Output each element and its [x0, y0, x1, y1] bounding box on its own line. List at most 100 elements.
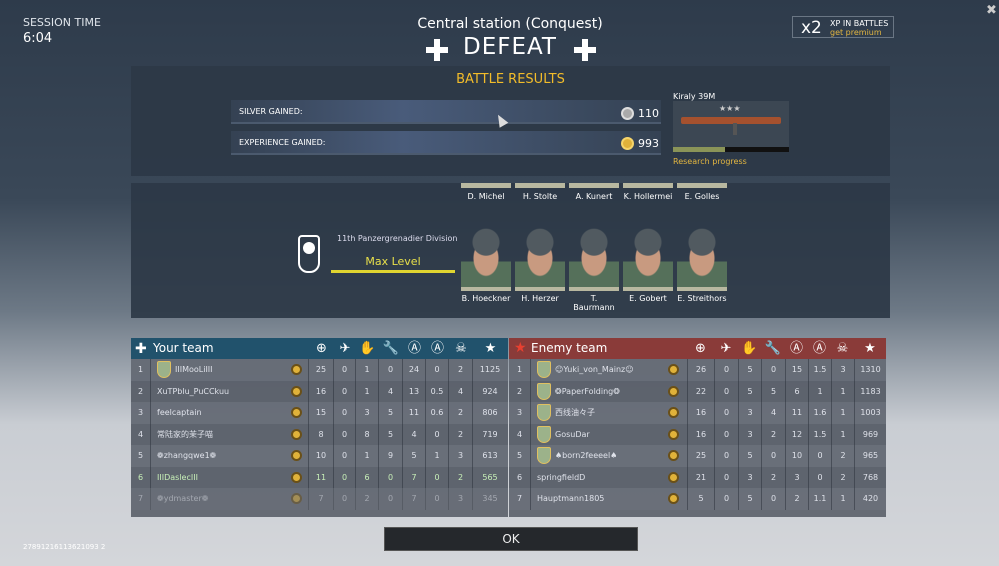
soldier-card[interactable]: A. Kunert: [569, 183, 619, 201]
soldier-card[interactable]: E. Streithors: [677, 223, 727, 303]
circle-a-icon: Ⓐ: [430, 341, 444, 356]
player-rank: 7: [137, 494, 144, 504]
soldier-card[interactable]: H. Herzer: [515, 223, 565, 303]
soldier-card[interactable]: E. Gobert: [623, 223, 673, 303]
experience-star-icon: [621, 137, 634, 150]
red-star-icon: ★: [514, 340, 527, 356]
stat-plane: 0: [333, 423, 355, 445]
player-row[interactable]: 4 GosuDar 16 0 3 2 12 1.5 1 969: [509, 423, 886, 445]
player-badge-icon: [157, 361, 171, 378]
stat-target: 10: [308, 445, 333, 467]
player-row[interactable]: 5 ♠born2feeeel♠ 25 0 5 0 10 0 2 965: [509, 445, 886, 467]
stat-plane: 0: [714, 380, 738, 402]
player-rank: 6: [516, 472, 523, 482]
player-name: springfieldD: [537, 472, 586, 482]
ok-button[interactable]: OK: [384, 527, 638, 551]
skull-icon: ☠: [455, 341, 467, 356]
premium-promo[interactable]: x2 XP IN BATTLES get premium: [792, 16, 894, 38]
stat-wrench: 4: [761, 402, 785, 424]
enemy-team-title: Enemy team: [531, 341, 608, 355]
soldier-card[interactable]: D. Michel: [461, 183, 511, 201]
stat-target: 25: [308, 359, 333, 381]
stat-shield-a: 7: [402, 466, 425, 488]
soldier-card[interactable]: H. Stolte: [515, 183, 565, 201]
stat-plane: 0: [714, 466, 738, 488]
player-row[interactable]: 3 西线油々子 16 0 3 4 11 1.6 1 1003: [509, 402, 886, 424]
soldier-card[interactable]: E. Golles: [677, 183, 727, 201]
experience-label: EXPERIENCE GAINED:: [239, 138, 326, 147]
stat-skull: 3: [448, 445, 472, 467]
stat-target: 16: [308, 380, 333, 402]
stat-skull: 2: [448, 402, 472, 424]
stat-circle-a: 0: [425, 423, 448, 445]
star-icon: ★: [864, 341, 876, 356]
research-progress-label: Research progress: [673, 157, 747, 166]
player-rank-icon: [291, 493, 302, 504]
stat-hand: 1: [355, 445, 378, 467]
stat-star: 420: [854, 488, 886, 510]
level-bar: [331, 270, 455, 273]
silver-row: SILVER GAINED:: [231, 100, 661, 124]
soldier-card[interactable]: T. Baurmann: [569, 223, 619, 312]
stat-wrench: 9: [378, 445, 402, 467]
player-row[interactable]: 7 ❁ydmaster❁ 7 0 2 0 7 0 3 345: [131, 488, 508, 510]
hand-icon: ✋: [741, 341, 758, 356]
player-row[interactable]: 1 ☺Yuki_von_Mainz☺ 26 0 5 0 15 1.5 3 1310: [509, 359, 886, 381]
player-name: 西线油々子: [555, 408, 595, 417]
stat-star: 1310: [854, 359, 886, 381]
stat-wrench: 2: [761, 466, 785, 488]
stat-shield-a: 13: [402, 380, 425, 402]
stat-skull: 1: [831, 423, 854, 445]
soldier-name: T. Baurmann: [573, 294, 615, 312]
player-rank-icon: [668, 385, 679, 397]
stat-hand: 5: [738, 488, 761, 510]
soldier-card[interactable]: K. Hollermei: [623, 183, 673, 201]
player-row[interactable]: 7 Hauptmann1805 5 0 5 0 2 1.1 1 420: [509, 488, 886, 510]
balkenkreuz-icon: [574, 39, 596, 61]
player-badge-icon: [537, 447, 551, 464]
stat-shield-a: 11: [402, 402, 425, 424]
session-time-value: 6:04: [23, 31, 53, 46]
player-name: feelcaptain: [157, 408, 202, 417]
stat-skull: 3: [831, 359, 854, 381]
stat-wrench: 0: [378, 488, 402, 510]
player-row[interactable]: 2 XuTPblu_PuCCkuu 16 0 1 4 13 0.5 4 924: [131, 380, 508, 402]
battle-results-title: BATTLE RESULTS: [456, 72, 565, 87]
player-row[interactable]: 2 ❂PaperFolding❂ 22 0 5 5 6 1 1 1183: [509, 380, 886, 402]
stat-star: 969: [854, 423, 886, 445]
stat-star: 345: [472, 488, 507, 510]
player-row[interactable]: 6 IIIDaslecIII 11 0 6 0 7 0 2 565: [131, 466, 508, 488]
stat-skull: 2: [448, 466, 472, 488]
player-row[interactable]: 1 IIIMooLiIII 25 0 1 0 24 0 2 1125: [131, 359, 508, 381]
player-row[interactable]: 6 springfieldD 21 0 3 2 3 0 2 768: [509, 466, 886, 488]
player-name: ☺Yuki_von_Mainz☺: [555, 365, 634, 374]
player-row[interactable]: 3 feelcaptain 15 0 3 5 11 0.6 2 806: [131, 402, 508, 424]
stat-plane: 0: [714, 445, 738, 467]
enemy-team-header: ★ Enemy team ⊕ ✈ ✋ 🔧 Ⓐ Ⓐ ☠ ★: [509, 338, 886, 359]
your-team-title: Your team: [153, 341, 214, 355]
player-rank-icon: [668, 364, 679, 375]
player-name: GosuDar: [555, 429, 590, 439]
soldier-name: E. Golles: [684, 192, 720, 201]
balkenkreuz-icon: ✚: [135, 341, 147, 357]
player-row[interactable]: 5 ❁zhangqwe1❁ 10 0 1 9 5 1 3 613: [131, 445, 508, 467]
soldier-card[interactable]: B. Hoeckner: [461, 223, 511, 303]
close-icon[interactable]: ✖: [986, 3, 997, 18]
stat-hand: 6: [355, 466, 378, 488]
research-progress-bar: [673, 147, 789, 152]
soldier-name: A. Kunert: [575, 192, 613, 201]
player-rank-icon: [291, 450, 302, 461]
weapon-image[interactable]: ★★★: [673, 101, 789, 147]
get-premium-link[interactable]: get premium: [830, 28, 882, 37]
stat-plane: 0: [714, 488, 738, 510]
stat-plane: 0: [714, 423, 738, 445]
stat-circle-a: 0: [808, 466, 831, 488]
stat-skull: 1: [831, 402, 854, 424]
player-name: ❁zhangqwe1❁: [157, 451, 217, 460]
stat-star: 806: [472, 402, 507, 424]
player-rank: 2: [137, 386, 144, 396]
stat-shield-a: 4: [402, 423, 425, 445]
player-rank-icon: [668, 450, 679, 461]
stat-hand: 3: [355, 402, 378, 424]
player-row[interactable]: 4 常陆家的茉子喵 8 0 8 5 4 0 2 719: [131, 423, 508, 445]
